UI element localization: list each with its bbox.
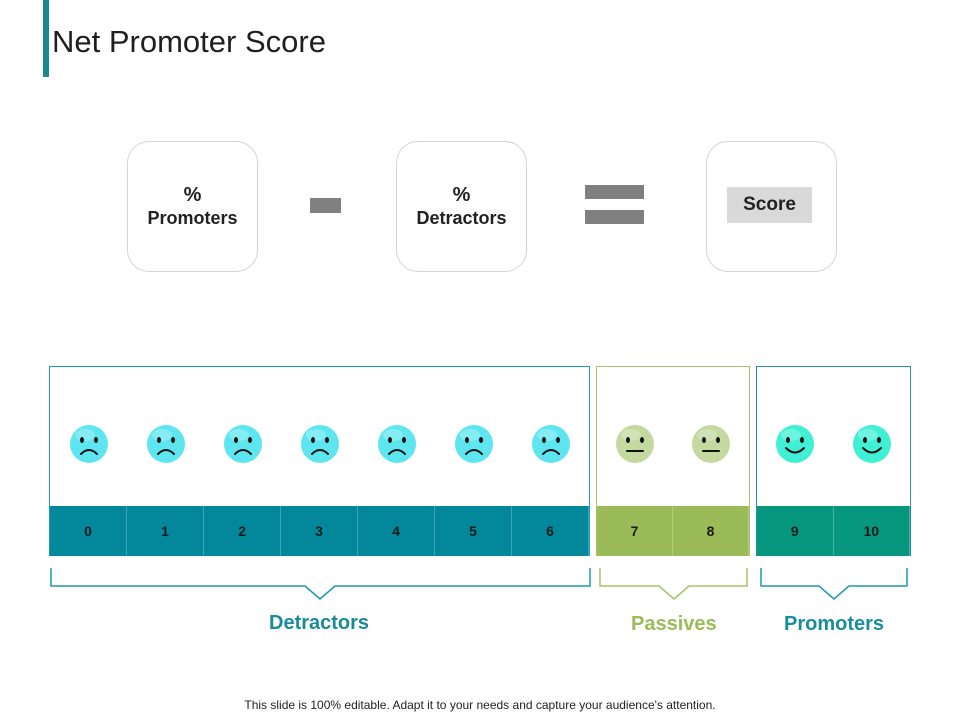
scale-cell-3: 3	[281, 506, 358, 556]
scale-cell-0: 0	[50, 506, 127, 556]
passives-bracket	[599, 568, 748, 600]
scale-cell-4: 4	[358, 506, 435, 556]
passives-label: Passives	[631, 613, 717, 635]
scale-cell-5: 5	[435, 506, 512, 556]
detractors-label: Detractors	[269, 612, 370, 634]
minus-sign	[310, 198, 341, 213]
equals-sign-top	[585, 185, 644, 199]
scale-cell-2: 2	[204, 506, 281, 556]
scale-cell-8: 8	[673, 506, 749, 556]
sad-face-icon	[377, 424, 417, 464]
neutral-face-icon	[691, 424, 731, 464]
happy-face-icon	[775, 424, 815, 464]
sad-face-icon	[223, 424, 263, 464]
equals-sign-bottom	[585, 210, 644, 224]
detractors-bracket	[50, 568, 591, 600]
scale-cell-1: 1	[127, 506, 204, 556]
scale-cell-6: 6	[512, 506, 589, 556]
promoters-card-percent: %	[183, 183, 202, 206]
sad-face-icon	[454, 424, 494, 464]
sad-face-icon	[300, 424, 340, 464]
happy-face-icon	[852, 424, 892, 464]
score-label: Score	[727, 187, 812, 223]
detractors-card-label: Detractors	[416, 207, 507, 228]
footer-note: This slide is 100% editable. Adapt it to…	[244, 698, 716, 712]
sad-face-icon	[531, 424, 571, 464]
promoters-card: % Promoters	[127, 141, 258, 272]
sad-face-icon	[146, 424, 186, 464]
detractors-card: % Detractors	[396, 141, 527, 272]
detractors-card-percent: %	[452, 183, 471, 206]
scale-cell-7: 7	[597, 506, 673, 556]
scale-cell-10: 10	[833, 506, 910, 556]
title-accent-bar	[43, 0, 49, 77]
promoters-card-label: Promoters	[147, 207, 238, 228]
promoters-label: Promoters	[784, 613, 885, 635]
promoters-bracket	[760, 568, 908, 600]
sad-face-icon	[69, 424, 109, 464]
scale-cell-9: 9	[757, 506, 834, 556]
neutral-face-icon	[615, 424, 655, 464]
page-title: Net Promoter Score	[52, 24, 326, 59]
